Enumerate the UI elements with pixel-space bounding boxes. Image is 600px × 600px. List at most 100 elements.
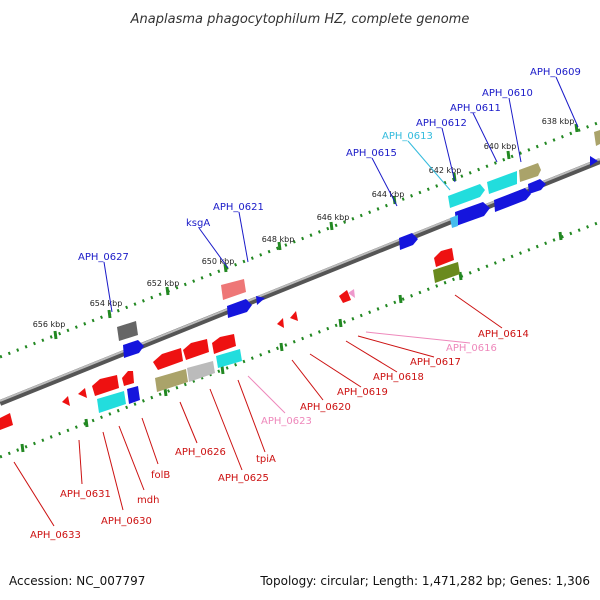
gene-arrow — [290, 311, 298, 321]
tick-label: 650 kbp — [202, 257, 235, 266]
leader-line — [237, 379, 266, 453]
tick-label: 644 kbp — [372, 190, 405, 199]
gene-label-APH_0623[interactable]: APH_0623 — [261, 416, 312, 427]
map-title: Anaplasma phagocytophilum HZ, complete g… — [130, 12, 470, 27]
gene-arrow — [92, 375, 119, 396]
gene-block — [450, 215, 458, 228]
leader-line — [247, 375, 286, 414]
gene-label-APH_0615[interactable]: APH_0615 — [346, 148, 397, 159]
tick-labels: 638 kbp 640 kbp 642 kbp 644 kbp 646 kbp … — [33, 117, 575, 329]
gene-label-APH_0633[interactable]: APH_0633 — [30, 530, 81, 541]
leader-line — [407, 140, 451, 191]
gene-label-APH_0619[interactable]: APH_0619 — [337, 387, 388, 398]
gene-arrow — [277, 318, 284, 328]
forward-features — [117, 130, 600, 358]
gene-label-APH_0612[interactable]: APH_0612 — [416, 118, 467, 129]
gene-arrow — [78, 388, 87, 398]
leader-line — [103, 261, 113, 313]
reverse-features — [0, 248, 460, 430]
leader-line — [454, 294, 503, 329]
leader-line — [365, 331, 471, 344]
gene-label-APH_0627[interactable]: APH_0627 — [78, 252, 129, 263]
gene-label-APH_0625[interactable]: APH_0625 — [218, 473, 269, 484]
leader-line — [441, 127, 456, 183]
leader-line — [78, 439, 83, 485]
gene-arrow — [348, 289, 355, 298]
gene-block — [594, 130, 600, 146]
gene-block — [117, 321, 138, 341]
leader-line — [118, 425, 145, 491]
gene-label-ksgA[interactable]: ksgA — [186, 218, 210, 229]
gene-label-APH_0611[interactable]: APH_0611 — [450, 103, 501, 114]
gene-label-tpiA[interactable]: tpiA — [256, 454, 276, 465]
gene-arrow — [62, 396, 70, 406]
tick-label: 646 kbp — [317, 213, 350, 222]
leader-line — [357, 335, 435, 358]
leader-line — [141, 417, 159, 465]
gene-label-APH_0610[interactable]: APH_0610 — [482, 88, 533, 99]
gene-label-folB[interactable]: folB — [151, 470, 170, 481]
gene-arrow — [183, 339, 209, 360]
gene-label-APH_0617[interactable]: APH_0617 — [410, 357, 461, 368]
gene-label-APH_0616[interactable]: APH_0616 — [446, 343, 497, 354]
leader-line — [291, 359, 324, 401]
leader-line — [345, 340, 398, 373]
gene-label-APH_0631[interactable]: APH_0631 — [60, 489, 111, 500]
accession-text: Accession: NC_007797 — [9, 574, 145, 588]
gene-block — [97, 391, 126, 413]
gene-label-APH_0620[interactable]: APH_0620 — [300, 402, 351, 413]
tick-label: 656 kbp — [33, 320, 66, 329]
gene-block — [487, 171, 517, 194]
gene-label-APH_0618[interactable]: APH_0618 — [373, 372, 424, 383]
gene-block — [221, 279, 246, 300]
gene-arrow — [212, 334, 236, 354]
gene-arrow — [590, 156, 598, 166]
gene-arrow — [153, 348, 183, 370]
tick-label: 642 kbp — [429, 166, 462, 175]
gene-arrow — [123, 340, 144, 358]
leader-line — [472, 112, 498, 163]
gene-label-APH_0621[interactable]: APH_0621 — [213, 202, 264, 213]
leader-line — [508, 97, 522, 163]
gene-block — [216, 349, 242, 368]
gene-arrow — [519, 163, 541, 182]
gene-arrow — [494, 188, 531, 212]
gene-arrow — [227, 299, 252, 318]
tick-label: 648 kbp — [262, 235, 295, 244]
leader-line — [179, 401, 198, 444]
tick-label: 652 kbp — [147, 279, 180, 288]
leader-line — [198, 227, 229, 269]
gene-block — [127, 386, 140, 404]
gene-arrow — [256, 296, 265, 305]
leader-line — [371, 157, 398, 207]
gene-arrow — [455, 202, 490, 226]
gene-label-mdh[interactable]: mdh — [137, 495, 159, 506]
tick-label: 640 kbp — [484, 142, 517, 151]
upper-major-ticks — [53, 123, 579, 340]
gene-label-APH_0626[interactable]: APH_0626 — [175, 447, 226, 458]
gene-arrow — [528, 179, 546, 194]
gene-arrow — [122, 371, 134, 386]
gene-label-APH_0614[interactable]: APH_0614 — [478, 329, 529, 340]
gene-label-APH_0630[interactable]: APH_0630 — [101, 516, 152, 527]
tick-label: 638 kbp — [542, 117, 575, 126]
gene-arrow — [399, 233, 418, 250]
gene-arrow — [448, 184, 485, 208]
gene-block — [433, 262, 460, 283]
gene-block — [187, 361, 215, 382]
gene-block — [155, 369, 188, 392]
tick-label: 654 kbp — [90, 299, 123, 308]
reverse-gene-labels: APH_0614 APH_0616 APH_0617 APH_0618 APH_… — [13, 294, 529, 541]
leader-line — [13, 461, 55, 527]
forward-gene-labels: APH_0609 APH_0610 APH_0611 APH_0612 APH_… — [78, 67, 581, 313]
gene-label-APH_0613[interactable]: APH_0613 — [382, 131, 433, 142]
leader-line — [555, 76, 579, 128]
gene-label-APH_0609[interactable]: APH_0609 — [530, 67, 581, 78]
gene-arrow — [0, 413, 13, 430]
gene-arrow — [434, 248, 454, 267]
gene-arrow — [339, 290, 351, 303]
leader-line — [209, 388, 243, 471]
leader-line — [102, 431, 124, 511]
